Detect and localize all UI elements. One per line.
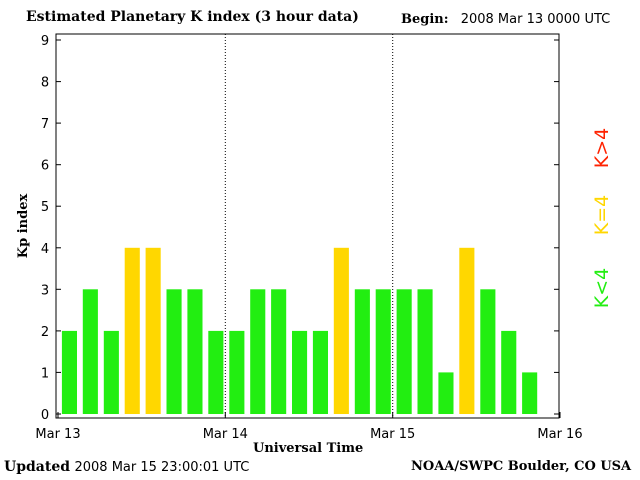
kp-bar: [250, 289, 266, 414]
kp-bar: [61, 330, 77, 414]
kp-bar: [124, 247, 140, 414]
plot-frame: [55, 33, 560, 419]
y-tick-label: 5: [41, 200, 49, 215]
x-tick-label: Mar 14: [203, 427, 248, 442]
kp-bar: [480, 289, 496, 414]
kp-bar: [417, 289, 433, 414]
x-axis-title: Universal Time: [253, 441, 363, 456]
bar-group: [61, 247, 538, 414]
kp-bar: [229, 330, 245, 414]
kp-bar: [208, 330, 224, 414]
begin-label: Begin:: [401, 12, 449, 27]
kp-bar: [438, 372, 454, 414]
y-tick-label: 6: [41, 159, 49, 174]
y-tick-label: 0: [41, 408, 49, 423]
y-tick-label: 7: [41, 117, 49, 132]
kp-bar: [271, 289, 287, 414]
y-axis: 0 1 2 3 4 5 6 7 8 9: [41, 34, 559, 423]
kp-bar: [459, 247, 475, 414]
x-tick-label: Mar 15: [370, 427, 415, 442]
kp-bar: [82, 289, 98, 414]
kp-bar: [333, 247, 349, 414]
kp-bar: [354, 289, 370, 414]
kp-bar: [292, 330, 308, 414]
x-tick-label: Mar 16: [537, 427, 582, 442]
kp-bar: [103, 330, 119, 414]
y-tick-label: 1: [41, 366, 49, 381]
y-axis-title: Kp index: [16, 194, 31, 259]
legend-entry: K<4: [591, 268, 613, 308]
legend: K<4 K=4 K>4: [591, 128, 613, 308]
begin-value: 2008 Mar 13 0000 UTC: [460, 12, 611, 27]
credit-text: NOAA/SWPC Boulder, CO USA: [411, 459, 632, 474]
chart-title: Estimated Planetary K index (3 hour data…: [26, 9, 359, 25]
y-tick-label: 8: [41, 76, 49, 91]
kp-bar: [501, 330, 517, 414]
x-axis: Mar 13 Mar 14 Mar 15 Mar 16: [35, 412, 583, 442]
kp-bar: [375, 289, 391, 414]
begin-info: Begin: 2008 Mar 13 0000 UTC: [401, 12, 610, 27]
updated-label: Updated: [4, 459, 71, 475]
day-dividers: [224, 34, 394, 418]
kp-bar: [187, 289, 203, 414]
y-tick-label: 2: [41, 325, 49, 340]
y-tick-label: 4: [41, 242, 49, 257]
updated-value: 2008 Mar 15 23:00:01 UTC: [74, 460, 250, 475]
kp-bar: [396, 289, 412, 414]
kp-bar: [522, 372, 538, 414]
kp-bar: [166, 289, 182, 414]
x-tick-label: Mar 13: [35, 427, 80, 442]
y-tick-label: 3: [41, 283, 49, 298]
kp-bar: [312, 330, 328, 414]
updated-info: Updated 2008 Mar 15 23:00:01 UTC: [4, 459, 249, 475]
kp-bar: [145, 247, 161, 414]
legend-entry: K=4: [591, 195, 613, 235]
y-tick-label: 9: [41, 34, 49, 49]
legend-entry: K>4: [591, 128, 613, 168]
